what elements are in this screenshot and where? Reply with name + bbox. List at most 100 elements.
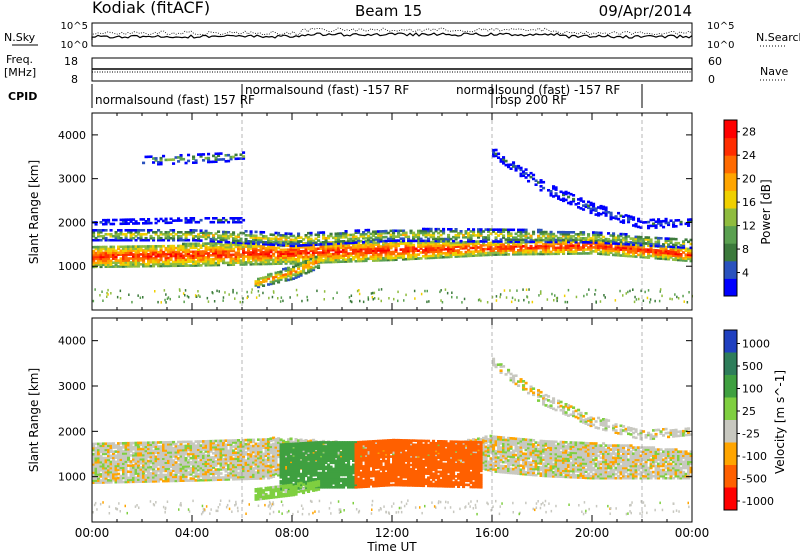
heatmap-cell-band-0 [224,447,228,451]
heatmap-cell-ground [531,300,534,304]
heatmap-cell-band-1 [124,236,128,240]
heatmap-cell-band-0 [119,480,123,484]
heatmap-cell-band-0 [229,263,233,266]
heatmap-cell-band-1 [339,240,343,243]
heatmap-cell-band-4 [502,158,506,161]
heatmap-cell-band-1 [654,242,658,246]
heatmap-cell-band-0 [137,247,141,250]
heatmap-cell-band-0 [209,458,213,461]
heatmap-cell-ground [160,301,162,304]
heatmap-cell-band-5 [154,159,158,162]
heatmap-cell-band-0 [404,242,408,245]
heatmap-cell-band-0 [494,243,498,246]
heatmap-cell-band-0 [457,243,461,246]
heatmap-cell-band-1 [257,240,261,244]
heatmap-cell-ground [377,297,380,300]
heatmap-cell-band-0 [392,242,396,246]
heatmap-cell-band-0 [252,259,256,262]
heatmap-cell-band-0 [562,240,566,244]
heatmap-cell-band-0 [247,469,251,472]
heatmap-cell-band-1 [297,234,301,237]
heatmap-cell-band-0 [267,254,271,258]
heatmap-cell-band-1 [357,237,361,240]
heatmap-cell-band-0 [197,448,201,451]
heatmap-cell-band-0 [194,475,198,478]
heatmap-cell-band-1 [452,230,456,233]
heatmap-cell-band-0 [204,454,208,457]
heatmap-cell-ground [451,291,453,294]
heatmap-cell-band-0 [99,245,103,249]
heatmap-cell-band-0 [94,263,98,267]
heatmap-cell-band-1 [224,236,228,240]
heatmap-cell-band-0 [674,256,678,260]
heatmap-cell-band-1 [619,240,623,244]
heatmap-cell-band-1 [189,231,193,234]
heatmap-cell-band-1 [499,228,503,231]
heatmap-cell-band-5 [192,161,196,164]
heatmap-cell-band-0 [182,246,186,250]
heatmap-cell-band-4 [539,181,543,184]
heatmap-cell-band-2 [104,218,108,222]
heatmap-cell-band-1 [677,245,681,249]
heatmap-cell-band-1 [632,241,636,244]
heatmap-cell-band-1 [304,243,308,247]
heatmap-cell-band-1 [294,236,298,240]
heatmap-cell-band-0 [114,261,118,264]
heatmap-cell-band-1 [149,234,153,238]
heatmap-cell-ground [440,289,442,292]
heatmap-cell-band-0 [254,473,258,476]
heatmap-cell-band-0 [229,257,233,261]
heatmap-cell-band-4 [627,218,631,222]
heatmap-cell-band-0 [372,247,376,250]
heatmap-cell-band-0 [512,247,516,250]
heatmap-cell-band-0 [129,462,133,465]
heatmap-cell-band-0 [197,262,201,265]
heatmap-cell-band-0 [387,243,391,246]
heatmap-cell-band-0 [449,255,453,259]
heatmap-cell-band-4 [527,174,531,177]
heatmap-cell-band-1 [127,238,131,242]
heatmap-cell-band-0 [394,246,398,250]
heatmap-cell-band-0 [207,470,211,474]
heatmap-cell-band-1 [612,240,616,243]
heatmap-cell-band-0 [97,257,101,261]
heatmap-cell-band-0 [182,463,186,466]
heatmap-cell-band-0 [269,250,273,254]
heatmap-cell-band-0 [142,468,146,471]
heatmap-cell-band-0 [104,448,108,452]
heatmap-cell-band-0 [577,244,581,247]
colorbar-swatch [724,278,737,297]
heatmap-cell-band-3 [317,266,321,269]
heatmap-cell-band-1 [349,237,353,241]
heatmap-cell-band-5 [234,157,238,161]
heatmap-cell-band-0 [242,247,246,250]
y-tick-label: 4000 [58,129,86,142]
heatmap-cell-band-4 [602,211,606,215]
heatmap-cell-band-0 [179,479,183,482]
heatmap-cell-band-1 [222,232,226,236]
heatmap-cell-band-1 [282,244,286,247]
heatmap-cell-band-1 [154,233,158,236]
heatmap-cell-band-0 [424,256,428,260]
heatmap-cell-band-0 [189,450,193,454]
heatmap-cell-band-0 [194,254,198,257]
heatmap-cell-band-1 [379,234,383,237]
heatmap-cell-band-0 [234,477,238,481]
heatmap-cell-band-1 [279,243,283,247]
heatmap-cell-band-1 [504,228,508,232]
heatmap-cell-ground [367,296,369,299]
heatmap-cell-band-0 [289,260,293,263]
heatmap-cell-band-0 [102,245,106,249]
heatmap-cell-band-1 [519,232,523,236]
heatmap-cell-band-0 [304,251,308,255]
heatmap-cell-band-0 [142,245,146,248]
heatmap-cell-band-0 [259,458,263,462]
heatmap-cell-band-0 [642,248,646,251]
heatmap-cell-band-1 [439,237,443,241]
heatmap-cell-band-0 [394,244,398,248]
heatmap-cell-band-0 [419,243,423,246]
heatmap-cell-band-0 [144,247,148,250]
heatmap-cell-band-0 [549,252,553,256]
heatmap-cell-band-0 [592,240,596,243]
heatmap-cell-band-0 [412,249,416,253]
